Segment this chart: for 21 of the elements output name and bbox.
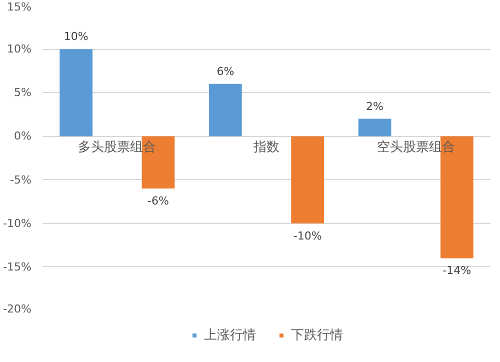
data-label: -10% [293, 229, 322, 242]
data-label: 2% [366, 100, 384, 113]
data-label: -6% [148, 194, 169, 208]
bar [358, 118, 392, 136]
legend-label: 下跌行情 [291, 327, 343, 344]
bar [209, 84, 242, 136]
y-tick-label: -20% [3, 302, 32, 316]
y-tick-label: 15% [7, 0, 32, 14]
bar [60, 49, 93, 136]
y-tick-label: 5% [14, 86, 32, 100]
y-tick-label: 10% [7, 42, 32, 56]
x-tick-label: 指数 [252, 140, 280, 156]
y-tick-label: 0% [14, 130, 32, 143]
y-tick-label: -5% [10, 173, 32, 186]
y-tick-label: -15% [3, 260, 32, 274]
data-label: 10% [64, 30, 88, 44]
bar [291, 136, 324, 224]
y-tick-label: -10% [3, 216, 32, 230]
data-label: -14% [442, 264, 472, 278]
legend-label: 上涨行情 [204, 327, 256, 344]
data-label: 6% [216, 64, 234, 78]
